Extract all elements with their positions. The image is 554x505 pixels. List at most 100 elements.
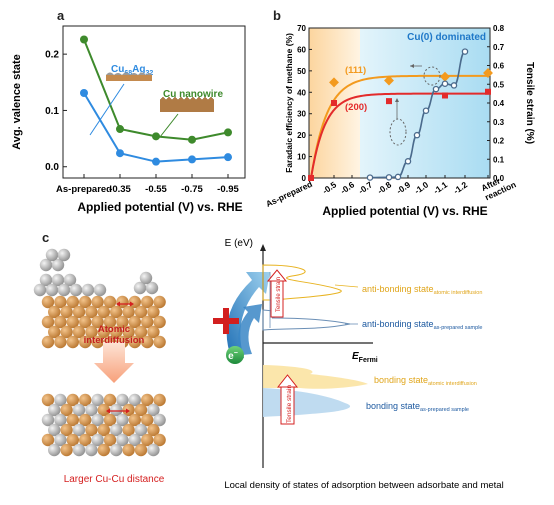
cu-atom [97, 403, 111, 417]
chart-b-xlabel: Applied potential (V) vs. RHE [322, 204, 487, 218]
cu-atom [116, 315, 129, 329]
ag-atom [133, 281, 147, 295]
chart-b-ytick-left-label: 70 [297, 24, 306, 33]
ag-atom [91, 433, 104, 447]
panel-c-caption: Local density of states of adsorption be… [224, 480, 503, 491]
cu-atom [79, 335, 92, 349]
chart-a-frame [62, 25, 246, 179]
chart-b-xtick-label: As-prepared [264, 179, 314, 209]
chart-a-xtick-label: -0.95 [217, 184, 239, 195]
ag-atom [48, 423, 61, 437]
label-bonding-ap: bonding stateas-prepared sample [366, 401, 469, 413]
energy-axis-arrowhead [260, 244, 266, 251]
cu-atom [41, 335, 55, 349]
crystal-as-prepared [33, 248, 166, 349]
cu-atom [103, 433, 117, 447]
cu-atom [66, 335, 80, 349]
ag-atom [54, 433, 67, 447]
ag-atom [116, 433, 129, 447]
chart-b-point-fe [394, 173, 402, 181]
cu-atom [153, 295, 166, 309]
cu-atom [147, 325, 160, 339]
chart-b-ytick-right-label: 0.4 [493, 99, 505, 108]
chart-b-ytick-right-label: 0.1 [493, 155, 505, 164]
cu-atom [110, 305, 123, 319]
cu-atom [48, 325, 61, 339]
anti-bonding-curve-ai [262, 264, 342, 301]
chart-b-ellipse-left [389, 118, 407, 146]
chart-b-ytick-right-label: 0.7 [493, 43, 505, 52]
cu-atom [103, 393, 117, 407]
ag-atom [139, 271, 153, 285]
cu-atom [41, 393, 55, 407]
ag-atom [45, 283, 59, 297]
cu-atom [72, 325, 86, 339]
cu-atom [103, 315, 117, 329]
chart-b-ytick-right-label: 0.5 [493, 80, 505, 89]
ag-atom [134, 423, 148, 437]
bonding-curve-ap [263, 388, 351, 417]
cu-atom [97, 325, 111, 339]
chart-b-point-fe [441, 80, 449, 87]
cu-atom [134, 305, 148, 319]
ag-atom [116, 393, 129, 407]
bonding-curve-ai [263, 365, 368, 389]
ag-atom [69, 283, 83, 297]
ag-atom [147, 403, 160, 417]
electron-transfer-arrow [226, 272, 270, 360]
chart-b-annotation: Cu(0) dominated [407, 32, 486, 43]
electron-label: e− [228, 350, 238, 362]
cu-atom [97, 305, 111, 319]
label-bonding-ai: bonding stateatomic interdiffusion [374, 375, 477, 387]
chart-b-ytick-left-label: 0 [302, 174, 307, 183]
cu-atom [85, 423, 98, 437]
cu-atom [153, 393, 166, 407]
chart-a-ytick-label: 0.0 [45, 162, 59, 173]
blocked-cross-icon [213, 308, 239, 334]
cu-atom [153, 335, 166, 349]
cu-atom [122, 443, 135, 457]
ag-atom [51, 258, 65, 272]
cu-atom [128, 335, 141, 349]
cu-atom [153, 315, 166, 329]
ag-atom [48, 443, 61, 457]
crystal-interdiffused [41, 393, 166, 457]
ag-atom [153, 413, 166, 427]
cu-atom [134, 403, 148, 417]
chart-b-point-fe [432, 85, 440, 93]
chart-a-xtick-label: -0.75 [181, 184, 203, 195]
chart-b-ytick-right-label: 0.6 [493, 62, 505, 71]
chart-a-ytick-label: 0.1 [45, 106, 59, 117]
cu-atom [54, 295, 67, 309]
cu-atom [122, 305, 135, 319]
cu-atom [91, 315, 104, 329]
chart-b-point-fe [404, 158, 412, 165]
ag-atom [85, 403, 98, 417]
cu-atom [97, 423, 111, 437]
cu-atom [66, 393, 80, 407]
cu-atom [147, 423, 160, 437]
chart-b-ylabel-right: Tensile strain (%) [524, 62, 535, 144]
svg-text:Tensile strain: Tensile strain [286, 385, 293, 423]
cu-atom [134, 325, 148, 339]
atomic-interdiffusion-label: Atomic interdiffusion [84, 324, 145, 346]
ag-atom [39, 258, 53, 272]
ag-atom [72, 403, 86, 417]
chart-b-point-200 [331, 100, 337, 106]
cu-atom [60, 423, 73, 437]
chart-b-ytick-right-label: 0.8 [493, 24, 505, 33]
chart-a-point [152, 157, 160, 166]
cu-atom [85, 305, 98, 319]
chart-a-point [152, 132, 160, 141]
ag-atom [91, 413, 104, 427]
label-anti-bonding-ai: anti-bonding stateatomic interdiffusion [362, 284, 482, 296]
chart-b-point-200 [386, 98, 392, 105]
chart-b-ylabel-left: Faradaic efficiency of methane (%) [284, 33, 294, 173]
ag-atom [63, 273, 77, 287]
panel-label-c: c [42, 230, 50, 245]
ag-atom [41, 413, 55, 427]
chart-a-point [224, 128, 232, 137]
cu-atom [141, 295, 154, 309]
panel-c-diagram: Atomic interdiffusion Larger Cu-Cu distan… [33, 238, 504, 491]
ag-atom [91, 393, 104, 407]
